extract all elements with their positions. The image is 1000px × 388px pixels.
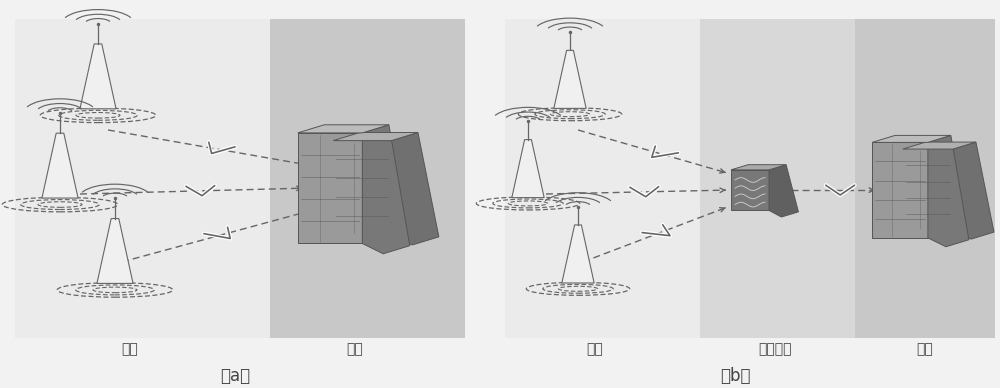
Polygon shape	[80, 44, 116, 109]
Bar	[270, 19, 465, 338]
Text: 云端: 云端	[347, 342, 363, 356]
Polygon shape	[97, 218, 133, 283]
Polygon shape	[333, 133, 418, 140]
Polygon shape	[903, 142, 976, 149]
Polygon shape	[391, 133, 439, 245]
Bar	[872, 142, 928, 238]
Text: 终端: 终端	[122, 342, 138, 356]
Polygon shape	[42, 133, 78, 198]
Text: 边缘设备: 边缘设备	[758, 342, 792, 356]
Polygon shape	[731, 165, 786, 170]
Polygon shape	[554, 50, 586, 108]
Bar	[15, 19, 270, 338]
Bar	[505, 19, 700, 338]
Polygon shape	[362, 125, 410, 254]
Text: 云端: 云端	[917, 342, 933, 356]
Bar	[903, 149, 953, 230]
Bar	[855, 19, 995, 338]
Polygon shape	[953, 142, 994, 239]
Polygon shape	[562, 225, 594, 283]
Text: （b）: （b）	[720, 367, 750, 385]
Text: 终端: 终端	[587, 342, 603, 356]
Polygon shape	[512, 140, 544, 197]
Bar	[700, 19, 855, 338]
Polygon shape	[298, 125, 389, 133]
Bar	[333, 140, 391, 235]
Text: （a）: （a）	[220, 367, 250, 385]
Bar	[731, 170, 769, 210]
Bar	[298, 133, 362, 244]
Polygon shape	[769, 165, 798, 217]
Polygon shape	[928, 135, 969, 247]
Polygon shape	[872, 135, 951, 142]
